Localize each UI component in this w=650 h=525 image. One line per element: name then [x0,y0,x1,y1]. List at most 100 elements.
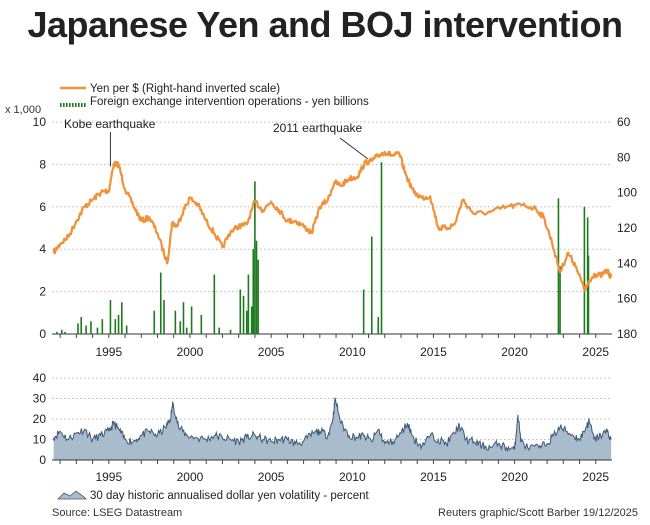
legend-volatility-label: 30 day historic annualised dollar yen vo… [90,490,370,502]
bottom-left-tick-label: 30 [33,392,47,406]
intervention-bar [583,206,586,334]
legend-intervention-swatch [60,103,86,107]
volatility-area [53,397,612,460]
bottom-x-tick-label: 2025 [582,470,609,484]
intervention-bar [362,289,365,334]
intervention-bar [179,321,182,334]
top-legend: Yen per $ (Right-hand inverted scale) Fo… [60,83,369,108]
legend-bar-swatch-mark [78,103,80,107]
intervention-bar [257,259,259,334]
intervention-bar [239,289,242,334]
intervention-bar [56,331,58,334]
intervention-bar [120,302,123,334]
top-x-tick-label: 2000 [177,345,204,359]
intervention-bar [586,217,589,334]
legend-bar-swatch-mark [72,103,74,107]
intervention-bar [90,321,92,334]
bottom-legend: 30 day historic annualised dollar yen vo… [57,490,370,502]
bottom-left-tick-label: 0 [39,453,46,467]
top-x-tick-label: 2010 [339,345,366,359]
intervention-bar [96,327,99,334]
right-tick-label: 60 [617,115,631,129]
intervention-bar [182,302,185,334]
top-chart: 0 2 4 6 8 10 60 80 100 120 140 160 180 1995 2000 2005… [5,83,637,359]
legend-bar-swatch-mark [81,103,83,107]
legend-bar-swatch-mark [63,103,65,107]
earthquake-2011-annotation-label: 2011 earthquake [273,121,363,135]
bottom-x-tick-label: 2015 [420,470,447,484]
bottom-chart: 0 10 20 30 40 1995 2000 2005 2010 2015 2020 2025 3… [33,371,612,502]
intervention-bar [190,306,193,334]
right-tick-label: 120 [617,221,637,235]
top-grid [52,121,612,293]
top-x-tick-label: 2020 [501,345,528,359]
legend-bar-swatch-mark [60,103,62,107]
intervention-bar [559,266,561,334]
source-note: Source: LSEG Datastream [52,507,183,519]
legend-intervention-label: Foreign exchange intervention operations… [90,96,369,108]
top-x-tick-label: 1995 [95,345,122,359]
intervention-bar [60,329,63,334]
legend-bar-swatch-mark [69,103,71,107]
bottom-x-tick-label: 2005 [258,470,285,484]
intervention-bar [185,327,188,334]
intervention-bar [117,314,120,334]
right-tick-label: 180 [617,327,637,341]
left-tick-label: 6 [39,200,46,214]
top-x-tick-label: 2005 [258,345,285,359]
intervention-bar [255,240,258,334]
intervention-bar [245,310,248,334]
left-tick-label: 4 [39,242,46,256]
intervention-bar [250,306,253,334]
bottom-left-tick-label: 10 [33,433,47,447]
intervention-bar [114,319,117,334]
intervention-bar [377,317,380,334]
intervention-bar [163,300,165,334]
bottom-x-axis-ticks: 1995 2000 2005 2010 2015 2020 2025 [59,460,609,484]
left-tick-label: 0 [39,327,46,341]
intervention-bar [254,181,256,334]
intervention-bar [218,327,220,334]
intervention-bar [85,325,87,334]
bottom-left-tick-label: 40 [33,371,47,385]
intervention-bar [101,319,104,334]
legend-bar-swatch-mark [66,103,68,107]
right-tick-label: 140 [617,256,637,270]
annotations: Kobe earthquake 2011 earthquake [64,117,369,167]
right-axis-ticks: 60 80 100 120 140 160 180 [617,115,637,341]
top-x-tick-label: 2025 [582,345,609,359]
intervention-bar [64,331,66,334]
intervention-bar [380,162,383,334]
right-tick-label: 100 [617,186,637,200]
intervention-bar [153,310,156,334]
left-axis-unit: x 1,000 [5,104,41,116]
intervention-bar [174,310,177,334]
kobe-annotation-label: Kobe earthquake [64,117,156,131]
intervention-bar [370,236,373,334]
intervention-bar [587,255,590,334]
intervention-bar [159,272,162,334]
legend-volatility-swatch [57,490,87,500]
earthquake-2011-annotation-line [339,137,369,160]
bottom-left-axis-ticks: 0 10 20 30 40 [33,371,47,467]
bottom-x-tick-label: 2010 [339,470,366,484]
right-tick-label: 160 [617,292,637,306]
intervention-bar [229,329,232,334]
legend-bar-swatch-mark [75,103,77,107]
page-title: Japanese Yen and BOJ intervention [27,4,623,45]
left-axis-ticks: 0 2 4 6 8 10 [33,115,47,341]
intervention-bar [109,300,112,334]
bottom-x-tick-label: 2020 [501,470,528,484]
intervention-bar [77,323,79,334]
intervention-bar [200,314,203,334]
bottom-x-tick-label: 1995 [95,470,122,484]
left-tick-label: 10 [33,115,47,129]
bottom-left-tick-label: 20 [33,412,47,426]
credit-note: Reuters graphic/Scott Barber 19/12/2025 [438,507,638,519]
bottom-x-tick-label: 2000 [177,470,204,484]
intervention-bar [125,325,128,334]
volatility-line [53,397,612,453]
right-tick-label: 80 [617,150,631,164]
intervention-bars [56,162,590,334]
